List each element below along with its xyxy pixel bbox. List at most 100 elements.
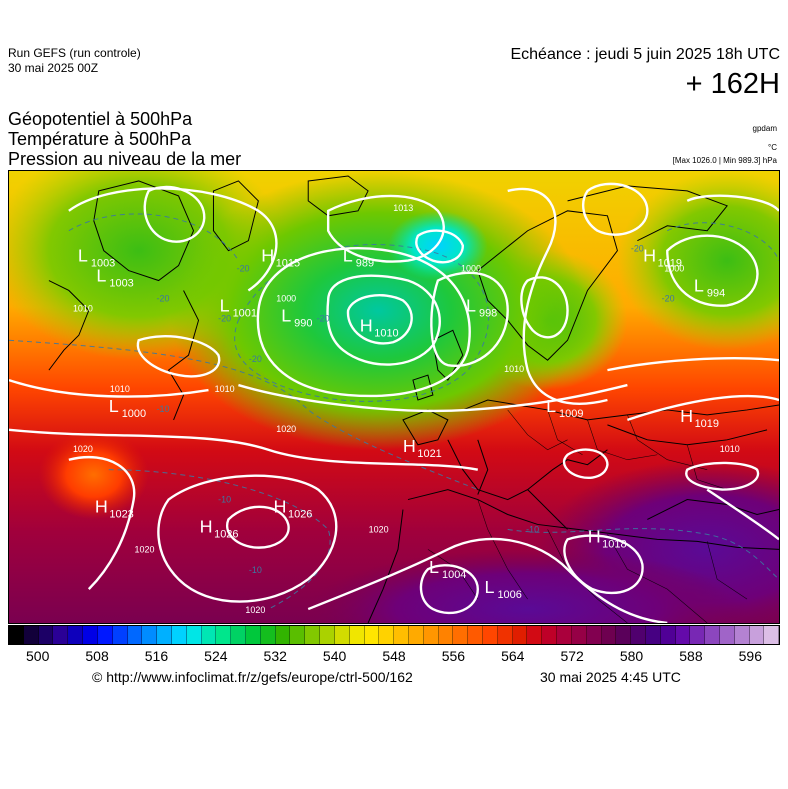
colorbar-swatch [394,626,409,644]
colorbar-tick-label: 564 [501,648,525,664]
isobar-label: 1020 [369,525,389,535]
isobar-label: 1010 [73,304,93,314]
isobar-label: 1020 [276,424,296,434]
unit-geopotential: gpdam [752,124,777,133]
colorbar-swatch [497,626,513,644]
low-pressure-center: L 994 [694,276,725,300]
colorbar-tick-label: 516 [144,648,169,664]
colorbar [8,625,780,645]
colorbar-swatch [423,626,439,644]
pressure-center-value: 1026 [214,529,238,541]
low-pressure-center: L 998 [466,296,497,320]
high-pressure-center: H 1023 [95,497,134,521]
isobar-label: 1013 [393,203,413,213]
low-pressure-center: L 1000 [109,396,146,420]
temperature-label: -10 [218,494,231,504]
colorbar-swatch [764,626,780,644]
low-pressure-center: L 989 [343,245,374,269]
pressure-center-symbol: L [466,296,476,316]
copyright-url: © http://www.infoclimat.fr/z/gefs/europe… [92,669,413,685]
unit-pressure-range: [Max 1026.0 | Min 989.3] hPa [672,156,777,165]
colorbar-swatch [557,626,572,644]
colorbar-tick-label: 580 [619,648,644,664]
low-pressure-center: L 990 [281,306,312,330]
colorbar-swatch [705,626,720,644]
low-pressure-center: L 1004 [429,557,466,581]
pressure-center-symbol: L [429,557,439,577]
pressure-center-symbol: H [261,245,274,265]
temperature-label: -20 [218,314,231,324]
warm-core-south [308,549,748,623]
colorbar-tick-label: 532 [263,648,287,664]
colorbar-swatch [734,626,750,644]
colorbar-tick-label: 556 [441,648,466,664]
colorbar-swatch [675,626,691,644]
pressure-center-value: 1003 [109,277,133,289]
high-pressure-center: H 1026 [200,517,239,541]
pressure-center-symbol: L [220,296,230,316]
pressure-center-symbol: H [403,436,416,456]
pressure-center-value: 1010 [374,328,398,340]
colorbar-swatch [246,626,261,644]
temperature-label: -20 [157,294,170,304]
low-pressure-center: L 1009 [546,396,583,420]
pressure-center-value: 1000 [122,408,146,420]
pressure-center-value: 1009 [559,408,583,420]
low-pressure-center: L 1003 [96,266,133,290]
temperature-label: -20 [317,314,330,324]
colorbar-tick-label: 572 [560,648,584,664]
isobar-label: 1020 [135,545,155,555]
pressure-center-symbol: H [588,527,601,547]
colorbar-swatch [616,626,632,644]
pressure-center-value: 1019 [658,257,682,269]
pressure-center-value: 1026 [288,508,312,520]
temperature-labels: -20 -20 -20 -20 -20 -20 -20 -10 -10 -10 -10 [157,243,675,574]
cold-pool-northeast [617,171,779,351]
colorbar-swatch [527,626,543,644]
isobar-label: 1020 [73,444,93,454]
pressure-center-symbol: L [546,396,556,416]
pressure-center-value: 1006 [497,589,521,601]
colorbar-swatch [320,626,335,644]
pressure-center-value: 1021 [417,448,441,460]
pressure-center-symbol: L [78,245,88,265]
pressure-center-value: 1001 [233,308,257,320]
colorbar-swatch [542,626,558,644]
colorbar-swatch [68,626,84,644]
run-date: 30 mai 2025 00Z [8,61,99,75]
isobar-label: 1000 [664,263,684,273]
sea-level-isobars [9,182,779,623]
pressure-center-symbol: H [360,316,373,336]
colorbar-swatch [97,626,113,644]
unit-temperature: °C [768,143,777,152]
temperature-label: -10 [526,525,539,535]
temperature-label: -10 [157,404,170,414]
colorbar-swatch [83,626,98,644]
colorbar-swatch [601,626,617,644]
colorbar-tick-label: 524 [204,648,228,664]
high-pressure-center: H 1021 [403,436,442,460]
colorbar-swatch [720,626,735,644]
variable-pressure: Pression au niveau de la mer [8,149,242,169]
colorbar-swatch [645,626,661,644]
temperature-label: -20 [662,294,675,304]
isobar-label: 1010 [720,444,740,454]
low-pressure-center: L 1001 [220,296,257,320]
variable-temperature: Température à 500hPa [8,129,192,149]
colorbar-swatch [23,626,39,644]
colorbar-tick-label: 548 [382,648,406,664]
colorbar-swatch [483,626,498,644]
colorbar-ticks: 5005085165245325405485565645725805885966… [0,648,788,666]
generation-timestamp: 30 mai 2025 4:45 UTC [540,669,681,685]
colorbar-swatch [438,626,454,644]
isobar-label: 1010 [110,384,130,394]
pressure-center-symbol: H [274,497,287,517]
high-pressure-center: H 1015 [261,245,300,269]
colorbar-swatch [468,626,483,644]
pressure-center-symbol: H [95,497,108,517]
colorbar-tick-label: 500 [26,648,50,664]
pressure-center-symbol: L [109,396,119,416]
pressure-center-value: 1023 [109,508,133,520]
pressure-center-value: 1018 [602,539,626,551]
